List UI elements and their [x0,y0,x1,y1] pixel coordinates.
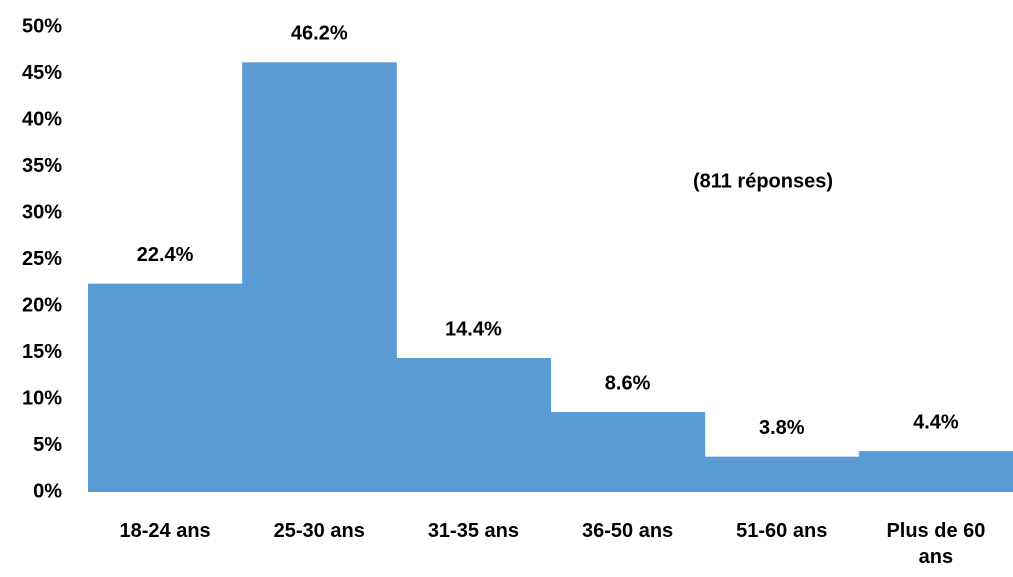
data-label: 14.4% [445,318,502,340]
x-tick-label: 51-60 ans [736,520,828,542]
y-tick-label: 50% [22,15,62,37]
data-label: 22.4% [137,244,194,266]
y-tick-label: 15% [22,341,62,363]
y-tick-label: 40% [22,108,62,130]
bar [88,283,243,492]
y-tick-label: 10% [22,387,62,409]
x-tick-label: 18-24 ans [119,520,211,542]
y-tick-label: 0% [33,480,62,502]
y-tick-label: 25% [22,248,62,270]
y-tick-label: 35% [22,155,62,177]
data-label: 3.8% [759,417,805,439]
data-label: 4.4% [913,411,959,433]
bar [396,358,551,492]
bar [858,451,1013,492]
x-tick-label: Plus de 60 ans [886,520,986,568]
y-tick-label: 5% [33,434,62,456]
annotation: (811 réponses) [693,170,833,192]
bar [550,412,706,492]
x-tick-label: 31-35 ans [427,520,519,542]
y-tick-label: 45% [22,62,62,84]
data-label: 46.2% [291,23,348,45]
data-label: 8.6% [605,372,651,394]
bar [242,62,397,493]
y-tick-label: 20% [22,294,62,316]
x-tick-label: 25-30 ans [273,520,365,542]
y-tick-label: 30% [22,201,62,223]
bar [704,456,860,492]
x-tick-label: 36-50 ans [581,520,674,542]
